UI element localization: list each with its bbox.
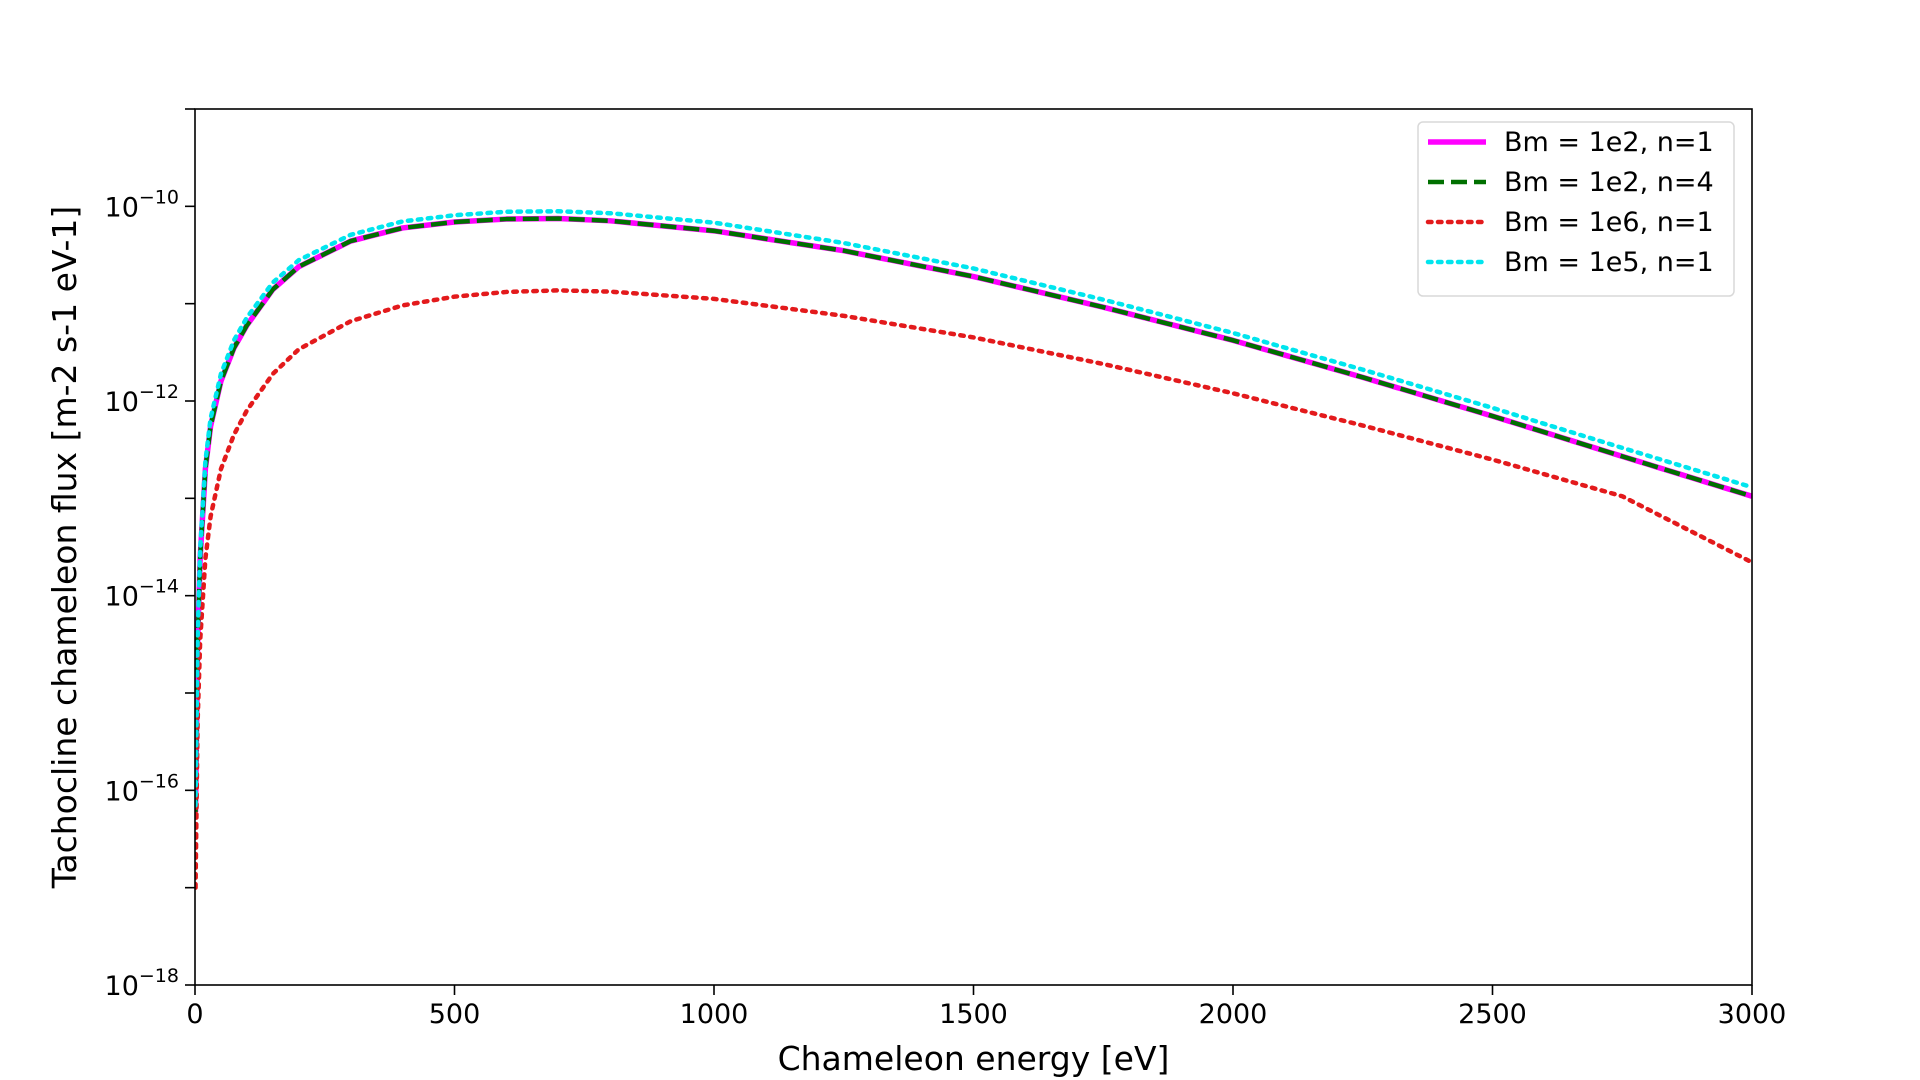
y-tick-base: 10: [105, 776, 139, 807]
y-tick-label: 10−10: [105, 186, 179, 223]
legend-label-2: Bm = 1e2, n=4: [1504, 167, 1714, 198]
y-tick-exponent: −16: [139, 770, 179, 792]
y-tick-label: 10−18: [105, 965, 179, 1002]
x-tick-label: 1000: [680, 999, 749, 1030]
y-tick-base: 10: [105, 582, 139, 613]
legend: Bm = 1e2, n=1 Bm = 1e2, n=4 Bm = 1e6, n=1 B…: [1417, 121, 1735, 297]
y-tick-base: 10: [105, 387, 139, 418]
series-layer: [195, 209, 1752, 890]
y-axis-title: Tachocline chameleon flux [m-2 s-1 eV-1]: [45, 206, 84, 890]
y-tick-base: 10: [105, 971, 139, 1002]
y-tick-exponent: −18: [139, 965, 179, 987]
y-tick-exponent: −12: [139, 381, 179, 403]
x-tick-label: 3000: [1718, 999, 1787, 1030]
y-tick-label: 10−12: [105, 381, 179, 418]
y-tick-exponent: −10: [139, 186, 179, 208]
legend-label-3: Bm = 1e6, n=1: [1504, 207, 1714, 238]
legend-label-4: Bm = 1e5, n=1: [1504, 247, 1714, 278]
series-line-4: [195, 209, 1752, 808]
x-tick-label: 2000: [1199, 999, 1268, 1030]
series-line-3: [195, 288, 1752, 890]
y-tick-label: 10−14: [105, 576, 179, 613]
x-tick-label: 0: [186, 999, 203, 1030]
y-tick-label: 10−16: [105, 770, 179, 807]
x-axis: 0 500 1000 1500 2000 2500 3000: [186, 985, 1786, 1030]
x-tick-label: 1500: [939, 999, 1008, 1030]
legend-label-1: Bm = 1e2, n=1: [1504, 127, 1714, 158]
x-axis-title: Chameleon energy [eV]: [778, 1039, 1170, 1078]
x-tick-label: 2500: [1458, 999, 1527, 1030]
series-line-2: [195, 216, 1752, 812]
legend-box: [1417, 121, 1735, 297]
x-tick-label: 500: [429, 999, 481, 1030]
y-tick-base: 10: [105, 192, 139, 223]
y-tick-exponent: −14: [139, 576, 179, 598]
